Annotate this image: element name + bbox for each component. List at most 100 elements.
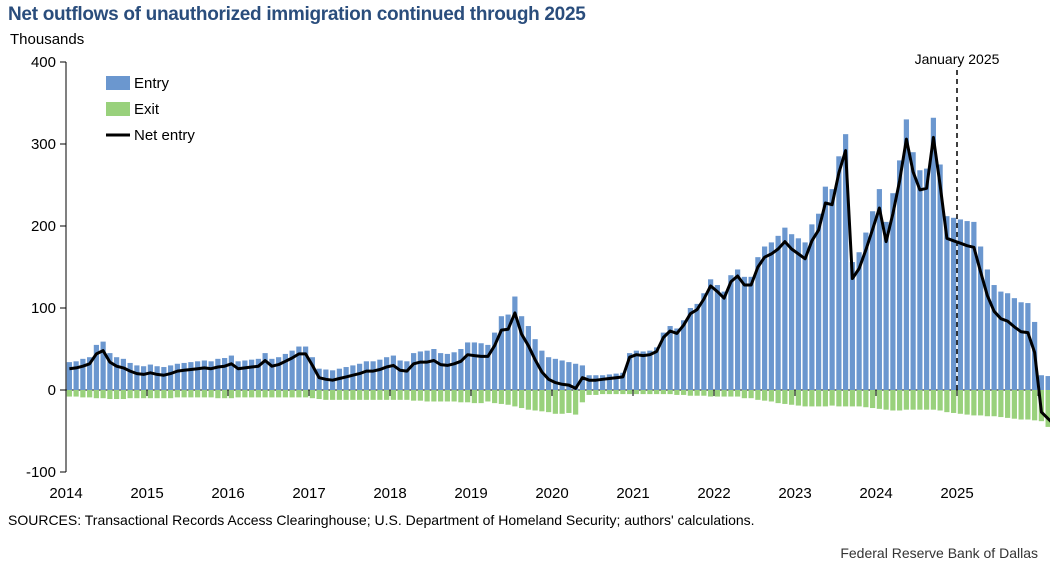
exit-bar — [768, 390, 774, 402]
exit-bar — [384, 390, 390, 400]
entry-bar — [924, 168, 930, 390]
entry-bar — [262, 353, 268, 390]
entry-bar — [640, 351, 646, 390]
entry-bar — [1045, 376, 1050, 390]
entry-bar — [795, 238, 801, 390]
entry-bar — [890, 193, 896, 390]
exit-bar — [458, 390, 464, 403]
exit-bar — [336, 390, 342, 400]
entry-bar — [465, 342, 471, 390]
entry-bar — [303, 346, 309, 390]
entry-bar — [276, 357, 282, 390]
entry-bar — [660, 332, 666, 390]
exit-bar — [897, 390, 903, 411]
annotation-label: January 2025 — [915, 51, 1000, 67]
entry-bar — [600, 375, 606, 390]
entry-bar — [627, 353, 633, 390]
entry-bar — [168, 365, 174, 390]
exit-bar — [525, 390, 531, 410]
entry-bar — [748, 276, 754, 390]
entry-bar — [883, 221, 889, 390]
entry-bar — [154, 366, 160, 390]
entry-bar — [620, 372, 626, 390]
exit-bar — [276, 390, 282, 398]
exit-bar — [856, 390, 862, 407]
exit-bar — [492, 390, 498, 404]
entry-bar — [721, 291, 727, 390]
entry-bar — [411, 353, 417, 390]
exit-bar — [559, 390, 565, 414]
legend-swatch-exit — [106, 102, 130, 116]
entry-bar — [100, 341, 106, 390]
entry-bar — [73, 361, 79, 390]
exit-bar — [978, 390, 984, 416]
exit-bar — [181, 390, 187, 398]
exit-bar — [498, 390, 504, 404]
exit-bar — [1045, 390, 1050, 427]
annotation: January 2025 — [915, 51, 1000, 390]
exit-bar — [755, 390, 761, 400]
entry-bar — [512, 296, 518, 390]
entry-bar — [613, 373, 619, 390]
entry-bar — [519, 316, 525, 390]
exit-bar — [708, 390, 714, 397]
entry-bar — [235, 361, 241, 390]
entry-bar — [903, 119, 909, 391]
exit-bar — [107, 390, 113, 400]
chart-title: Net outflows of unauthorized immigration… — [8, 4, 586, 25]
entry-bar — [161, 367, 167, 390]
exit-bar — [984, 390, 990, 417]
entry-bar — [728, 275, 734, 390]
exit-bar — [667, 390, 673, 395]
exit-bar — [748, 390, 754, 399]
entry-bar — [370, 361, 376, 390]
x-tick-label: 2023 — [778, 485, 811, 502]
entry-bar — [546, 357, 552, 390]
x-tick-label: 2019 — [454, 485, 487, 502]
entry-bar — [357, 363, 363, 390]
exit-bar — [174, 390, 180, 398]
exit-bar — [816, 390, 822, 407]
y-tick-label: -100 — [26, 464, 56, 481]
exit-bar — [930, 390, 936, 410]
entry-bar — [843, 134, 849, 390]
net-entry-line-layer — [69, 135, 1050, 423]
entry-bar — [134, 365, 140, 390]
entry-bar — [269, 358, 275, 390]
y-tick-label: 300 — [31, 136, 56, 153]
entry-bar — [856, 252, 862, 390]
entry-bar — [498, 316, 504, 390]
exit-bar — [620, 390, 626, 395]
exit-bar — [249, 390, 255, 398]
exit-bar — [228, 390, 234, 399]
exit-bar — [714, 390, 720, 397]
exit-bar — [991, 390, 997, 417]
sources-note: SOURCES: Transactional Records Access Cl… — [8, 512, 755, 528]
entry-bar — [674, 328, 680, 390]
entry-bar — [282, 353, 288, 390]
exit-bar — [282, 390, 288, 398]
exit-bar — [438, 390, 444, 402]
exit-bar — [512, 390, 518, 407]
legend-label: Entry — [134, 75, 170, 92]
entry-bar — [991, 285, 997, 390]
exit-bar — [114, 390, 120, 400]
exit-bar — [411, 390, 417, 401]
entry-bar — [876, 189, 882, 390]
exit-bar — [964, 390, 970, 415]
exit-bar — [1011, 390, 1017, 419]
exit-bar — [343, 390, 349, 400]
entry-bar — [917, 170, 923, 390]
exit-bar — [998, 390, 1004, 418]
exit-bar — [782, 390, 788, 404]
exit-bar — [579, 390, 585, 403]
exit-bar — [154, 390, 160, 399]
entry-bar — [937, 164, 943, 390]
exit-bar — [971, 390, 977, 416]
exit-bar — [255, 390, 261, 398]
exit-bar — [350, 390, 356, 400]
entry-bar — [741, 276, 747, 390]
exit-bar — [161, 390, 167, 399]
exit-bar — [377, 390, 383, 400]
exit-bar — [910, 390, 916, 410]
